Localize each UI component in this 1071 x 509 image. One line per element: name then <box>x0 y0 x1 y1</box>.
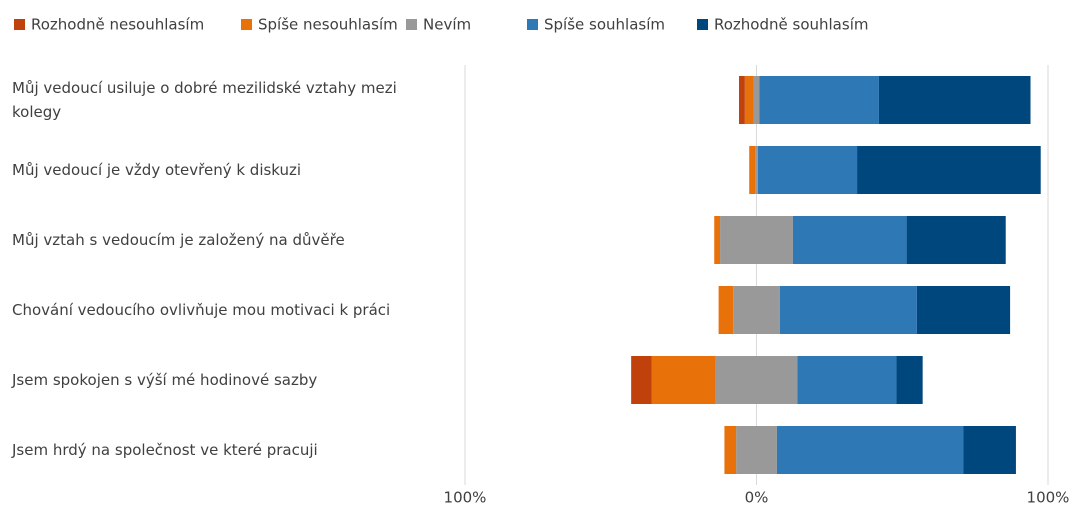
bar-segment <box>724 426 737 474</box>
legend-label: Rozhodně nesouhlasím <box>31 16 204 34</box>
legend-swatch <box>241 19 252 30</box>
bar-segment <box>792 216 907 264</box>
bar-segment <box>739 76 745 124</box>
bar-segment <box>896 356 923 404</box>
bar-segment <box>755 146 758 194</box>
bar-segment <box>714 216 721 264</box>
bar-segment <box>916 286 1011 334</box>
bar-segment <box>749 146 756 194</box>
bar-segment <box>776 426 964 474</box>
bar-segment <box>720 216 793 264</box>
legend-swatch <box>697 19 708 30</box>
bar-segment <box>744 76 754 124</box>
bar-segment <box>963 426 1016 474</box>
bar-segment <box>718 286 734 334</box>
x-tick-label: 0% <box>745 489 769 507</box>
legend-label: Spíše souhlasím <box>544 16 665 34</box>
bar-segment <box>651 356 716 404</box>
bar-segment <box>757 146 858 194</box>
bar-segment <box>906 216 1006 264</box>
bar-segment <box>878 76 1031 124</box>
legend-label: Nevím <box>423 16 471 34</box>
legend-label: Rozhodně souhlasím <box>714 16 868 34</box>
x-tick-label: 100% <box>444 489 487 507</box>
legend-swatch <box>406 19 417 30</box>
bar-segment <box>753 76 760 124</box>
bar-segment <box>715 356 798 404</box>
bar-segment <box>631 356 652 404</box>
legend-swatch <box>14 19 25 30</box>
bar-segment <box>797 356 897 404</box>
category-label: Jsem spokojen s výší mé hodinové sazby <box>12 371 318 389</box>
bar-segment <box>857 146 1041 194</box>
category-label: Můj vedoucí usiluje o dobré mezilidské v… <box>12 79 397 121</box>
category-label: Můj vztah s vedoucím je založený na důvě… <box>12 231 345 249</box>
x-tick-label: 100% <box>1027 489 1070 507</box>
bar-segment <box>759 76 879 124</box>
bar-segment <box>736 426 777 474</box>
legend-label: Spíše nesouhlasím <box>258 16 398 34</box>
category-label: Můj vedoucí je vždy otevřený k diskuzi <box>12 161 302 179</box>
bar-segment <box>779 286 917 334</box>
category-label: Chování vedoucího ovlivňuje mou motivaci… <box>12 301 391 319</box>
legend-swatch <box>527 19 538 30</box>
category-label: Jsem hrdý na společnost ve které pracuji <box>12 441 318 459</box>
bar-segment <box>733 286 780 334</box>
